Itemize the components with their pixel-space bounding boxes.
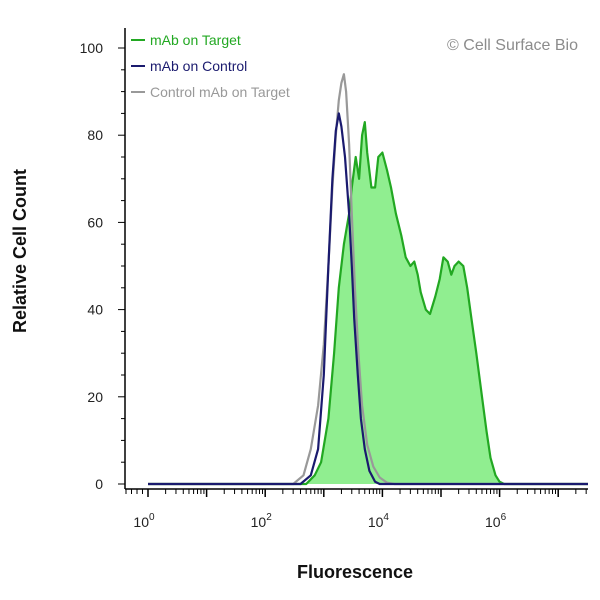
x-tick-label: 102	[251, 512, 273, 530]
y-tick-label: 0	[95, 476, 103, 492]
y-tick-label: 100	[80, 40, 104, 56]
legend: mAb on Target mAb on Control Control mAb o…	[131, 32, 290, 100]
legend-label-control-mab-on-target: Control mAb on Target	[150, 84, 290, 100]
legend-label-mab-on-target: mAb on Target	[150, 32, 241, 48]
series-area-mab-on-target	[148, 122, 588, 484]
y-tick-label: 40	[87, 302, 103, 318]
y-tick-label: 20	[87, 389, 103, 405]
x-tick-label: 106	[485, 512, 507, 530]
series-line-mab-on-control	[148, 112, 588, 486]
legend-label-mab-on-control: mAb on Control	[150, 58, 247, 74]
x-tick-label: 100	[133, 512, 155, 530]
series-line-control-mab-on-target	[148, 73, 588, 486]
plot-area	[148, 73, 588, 486]
axes: 0 20 40 60 80 100 100 102 104 106	[80, 28, 588, 530]
series-line-mab-on-target	[148, 121, 588, 486]
x-axis-title: Fluorescence	[297, 562, 413, 582]
watermark-text: © Cell Surface Bio	[447, 37, 578, 54]
x-tick-label: 104	[368, 512, 390, 530]
y-axis-title: Relative Cell Count	[10, 169, 30, 333]
y-tick-label: 80	[87, 127, 103, 143]
y-tick-label: 60	[87, 214, 103, 230]
